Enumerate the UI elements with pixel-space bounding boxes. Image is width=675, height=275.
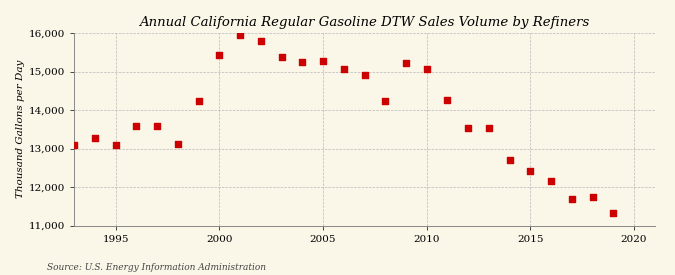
Point bbox=[483, 126, 494, 130]
Point bbox=[255, 39, 266, 43]
Point bbox=[90, 136, 101, 140]
Point bbox=[131, 124, 142, 128]
Point bbox=[463, 126, 474, 130]
Y-axis label: Thousand Gallons per Day: Thousand Gallons per Day bbox=[16, 60, 25, 199]
Point bbox=[380, 98, 391, 103]
Point bbox=[421, 67, 432, 72]
Point bbox=[297, 60, 308, 64]
Point bbox=[235, 33, 246, 37]
Point bbox=[359, 73, 370, 78]
Point bbox=[276, 55, 287, 59]
Point bbox=[152, 123, 163, 128]
Title: Annual California Regular Gasoline DTW Sales Volume by Refiners: Annual California Regular Gasoline DTW S… bbox=[139, 16, 590, 29]
Point bbox=[587, 194, 598, 199]
Point bbox=[525, 169, 536, 173]
Point bbox=[566, 196, 577, 201]
Point bbox=[608, 211, 619, 215]
Point bbox=[193, 99, 204, 103]
Point bbox=[400, 61, 411, 66]
Point bbox=[69, 143, 80, 148]
Point bbox=[545, 179, 556, 183]
Point bbox=[338, 67, 349, 72]
Point bbox=[110, 142, 121, 147]
Point bbox=[214, 53, 225, 57]
Point bbox=[173, 142, 184, 147]
Point bbox=[318, 59, 329, 63]
Point bbox=[504, 158, 515, 162]
Point bbox=[442, 98, 453, 102]
Text: Source: U.S. Energy Information Administration: Source: U.S. Energy Information Administ… bbox=[47, 263, 266, 272]
